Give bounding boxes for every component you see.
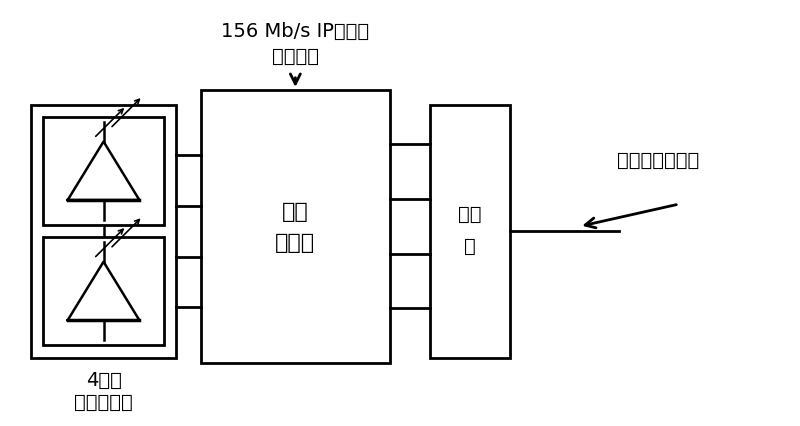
Bar bbox=[43, 117, 164, 225]
Text: 光谱幅度码标记: 光谱幅度码标记 bbox=[617, 151, 699, 170]
Bar bbox=[201, 91, 390, 363]
Text: 器: 器 bbox=[464, 236, 476, 255]
Text: 路由信息: 路由信息 bbox=[272, 46, 319, 65]
Bar bbox=[430, 106, 510, 358]
Text: 标记: 标记 bbox=[282, 201, 309, 221]
Bar bbox=[43, 237, 164, 345]
Text: 编码器: 编码器 bbox=[275, 233, 315, 253]
Text: 156 Mb/s IP数据包: 156 Mb/s IP数据包 bbox=[222, 22, 370, 40]
Text: 合波: 合波 bbox=[458, 204, 482, 224]
Text: 激光器阵列: 激光器阵列 bbox=[74, 392, 133, 411]
Text: 4波长: 4波长 bbox=[86, 371, 122, 389]
Bar bbox=[31, 106, 176, 358]
